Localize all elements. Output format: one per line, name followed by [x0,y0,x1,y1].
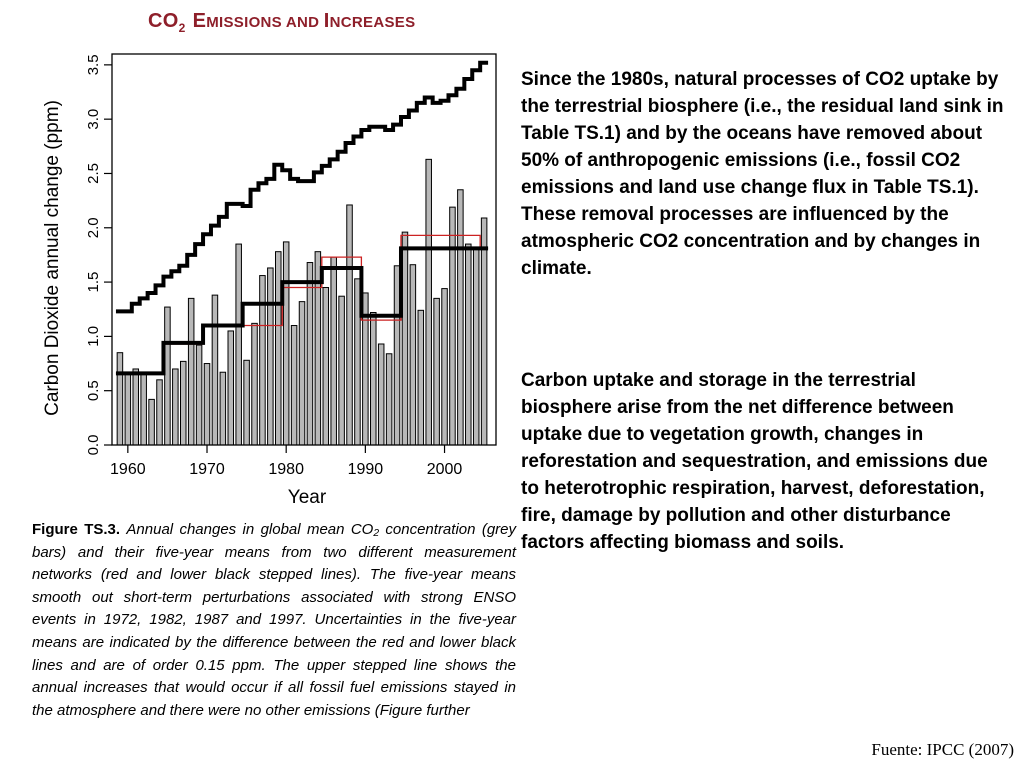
bar-1969 [195,344,203,446]
bar-1986 [330,256,337,446]
bar-1987 [338,295,345,446]
bar-2005 [480,217,488,446]
bar-1983 [306,262,314,446]
bars-layer [116,158,488,446]
title-sub-2: 2 [178,21,186,35]
fossil-emissions-line [115,60,489,314]
bar-1997 [417,309,425,446]
plot-frame [111,53,497,446]
bar-1982 [298,301,306,446]
bar-1979 [275,251,282,446]
x-tick-label-2000: 2000 [427,461,463,478]
y-tick-label-3.5: 3.5 [85,54,102,75]
figure-caption: Figure TS.3. Annual changes in global me… [32,519,516,722]
title-emissions-and: MISSIONS AND [206,14,324,31]
bar-1992 [377,343,385,446]
black-five-year-mean-line [115,246,489,376]
bar-1981 [290,325,298,446]
bar-1978 [267,267,274,446]
side-paragraph-1: Since the 1980s, natural processes of CO… [521,69,1004,279]
bar-1985 [322,287,330,446]
bar-1998 [425,158,432,446]
x-tick-label-1990: 1990 [348,461,384,478]
side-paragraph-2: Carbon uptake and storage in the terrest… [521,370,988,553]
y-tick-label-1.5: 1.5 [85,272,102,293]
title-increases: NCREASES [329,14,416,31]
y-axis-label: Carbon Dioxide annual change (ppm) [42,100,63,416]
bar-1989 [354,278,361,446]
x-axis-label: Year [288,487,327,508]
bar-1974 [235,243,242,446]
bar-1962 [140,371,147,446]
bar-1993 [385,353,393,446]
x-tick-label-1970: 1970 [189,461,225,478]
bar-1961 [132,368,140,446]
bar-1970 [203,363,211,446]
x-tick-label-1960: 1960 [110,461,146,478]
bar-1991 [370,311,377,446]
lines-layer [115,60,489,376]
chart-title: CO2 EMISSIONS AND INCREASES [148,10,415,35]
bar-2001 [449,206,456,446]
title-co: CO [148,10,179,32]
bar-1973 [227,330,235,446]
bar-1996 [409,264,417,446]
bar-1995 [401,231,409,446]
bar-1967 [179,360,187,446]
bar-1959 [116,352,124,446]
title-e: E [192,10,207,32]
bar-2003 [465,243,472,446]
bar-1968 [187,297,195,446]
bar-1960 [124,371,132,446]
axes-layer: 1960 1970 1980 1990 2000 0.0 0.5 1.0 1.5 2.0 2.5 3.… [85,54,462,478]
bar-1994 [393,265,401,446]
source-citation: Fuente: IPCC (2007) [871,740,1014,759]
y-tick-label-3.0: 3.0 [85,109,102,130]
bar-1976 [251,322,258,446]
bar-1975 [243,359,250,446]
bar-1980 [282,241,290,446]
bar-2000 [441,288,448,446]
bar-2004 [472,246,480,446]
bar-1965 [164,306,171,446]
bar-1971 [211,294,219,446]
y-tick-label-0.5: 0.5 [85,380,102,401]
bar-1972 [219,371,227,446]
title-i: I [323,10,330,32]
bar-1964 [156,379,163,446]
x-tick-label-1980: 1980 [268,461,304,478]
bar-1999 [433,297,440,446]
bar-1963 [148,398,155,446]
caption-lead: Figure TS.3. [32,521,121,538]
bar-2002 [457,189,464,446]
y-tick-label-2.0: 2.0 [85,217,102,238]
y-tick-label-2.5: 2.5 [85,163,102,184]
bar-1966 [172,368,179,446]
y-tick-label-0.0: 0.0 [85,435,102,456]
y-tick-label-1.0: 1.0 [85,326,102,347]
bar-1977 [259,275,266,446]
bar-1988 [346,204,353,446]
caption-crop [0,733,520,768]
caption-text: Annual changes in global mean CO₂ concen… [32,521,516,719]
